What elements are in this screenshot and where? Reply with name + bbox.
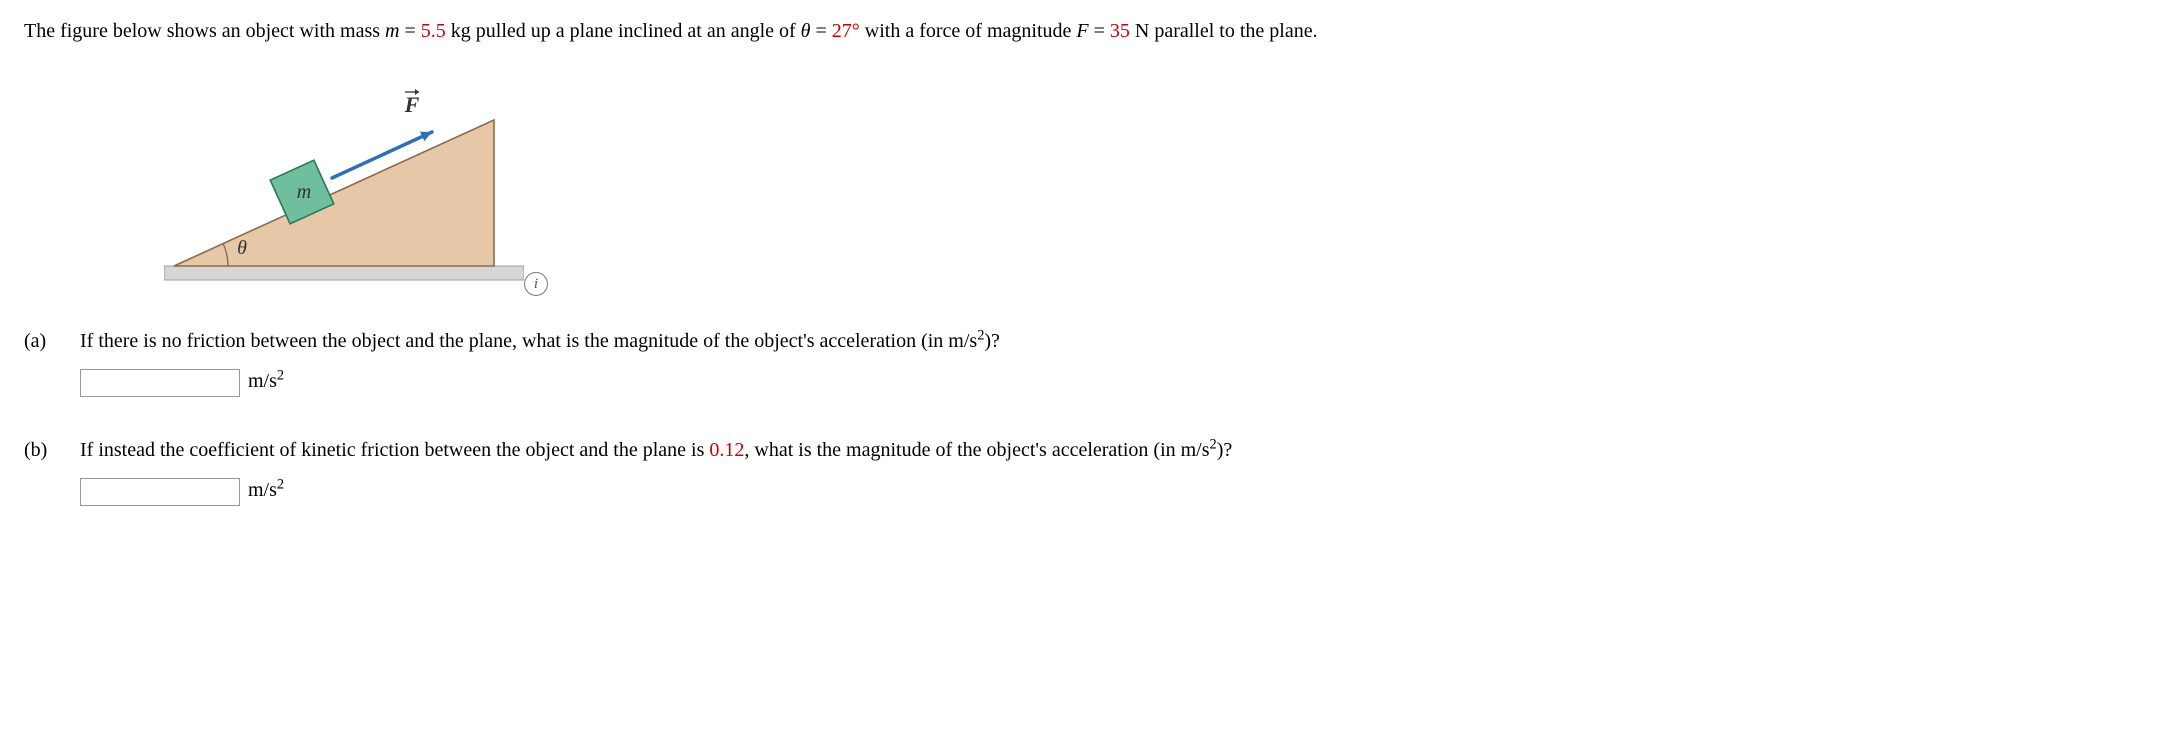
text: , what is the magnitude of the object's … (744, 439, 1209, 461)
part-a-unit: m/s2 (248, 366, 284, 396)
mass-value: 5.5 (421, 20, 446, 42)
info-icon[interactable]: i (524, 272, 548, 296)
unit-base: m/s (248, 370, 277, 392)
part-a-answer-input[interactable] (80, 369, 240, 397)
text: kg pulled up a plane inclined at an angl… (446, 20, 801, 42)
svg-text:F: F (404, 92, 420, 117)
part-b-label: (b) (24, 435, 80, 506)
part-b: (b) If instead the coefficient of kineti… (24, 435, 2139, 506)
diagram-container: mθF i (164, 70, 2139, 290)
angle-value: 27° (832, 20, 860, 42)
text: = (1089, 20, 1110, 42)
unit-base: m/s (248, 479, 277, 501)
text: If there is no friction between the obje… (80, 330, 977, 352)
svg-text:m: m (297, 181, 311, 203)
part-b-unit: m/s2 (248, 475, 284, 505)
var-m: m (385, 20, 399, 42)
text: = (811, 20, 832, 42)
text: = (400, 20, 421, 42)
question-parts: (a) If there is no friction between the … (24, 326, 2139, 506)
part-a-label: (a) (24, 326, 80, 397)
mu-value: 0.12 (709, 439, 744, 461)
part-b-question: If instead the coefficient of kinetic fr… (80, 435, 2139, 465)
part-a-answer-row: m/s2 (80, 366, 2139, 397)
var-theta: θ (801, 20, 811, 42)
part-a-question: If there is no friction between the obje… (80, 326, 2139, 356)
text: )? (1217, 439, 1233, 461)
part-b-answer-row: m/s2 (80, 475, 2139, 506)
problem-statement: The figure below shows an object with ma… (24, 16, 2139, 46)
incline-diagram: m θ F (164, 70, 524, 290)
text: The figure below shows an object with ma… (24, 20, 385, 42)
text: with a force of magnitude (860, 20, 1077, 42)
exponent: 2 (277, 367, 284, 383)
part-b-answer-input[interactable] (80, 478, 240, 506)
force-value: 35 (1110, 20, 1130, 42)
part-a: (a) If there is no friction between the … (24, 326, 2139, 397)
text: If instead the coefficient of kinetic fr… (80, 439, 709, 461)
exponent: 2 (277, 476, 284, 492)
var-F: F (1076, 20, 1088, 42)
text: )? (984, 330, 1000, 352)
svg-text:θ: θ (237, 237, 247, 259)
exponent: 2 (1210, 436, 1217, 452)
text: N parallel to the plane. (1130, 20, 1318, 42)
